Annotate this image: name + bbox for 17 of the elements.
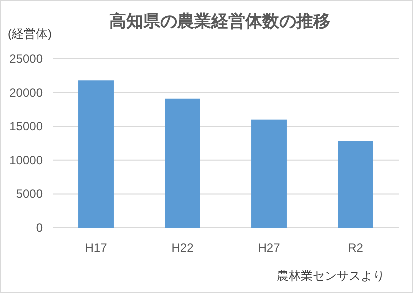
y-tick-label: 25000 [10, 52, 44, 66]
y-tick-label: 20000 [10, 86, 44, 100]
x-tick-label: H17 [85, 241, 108, 255]
bar [338, 141, 374, 228]
x-tick-label: H22 [172, 241, 194, 255]
bar [78, 80, 114, 228]
chart-title: 高知県の農業経営体数の推移 [110, 12, 330, 31]
text: 農林業センサスより [277, 269, 385, 283]
x-tick-label: H27 [258, 241, 281, 255]
y-axis-title: (経営体) [8, 27, 52, 41]
y-tick-label: 5000 [16, 187, 44, 202]
y-tick-label: 10000 [10, 153, 44, 168]
bar [252, 120, 287, 228]
bar [165, 98, 200, 228]
x-tick-label: R2 [348, 241, 364, 255]
y-tick-label: 0 [36, 221, 44, 235]
y-tick-label: 15000 [10, 120, 44, 134]
